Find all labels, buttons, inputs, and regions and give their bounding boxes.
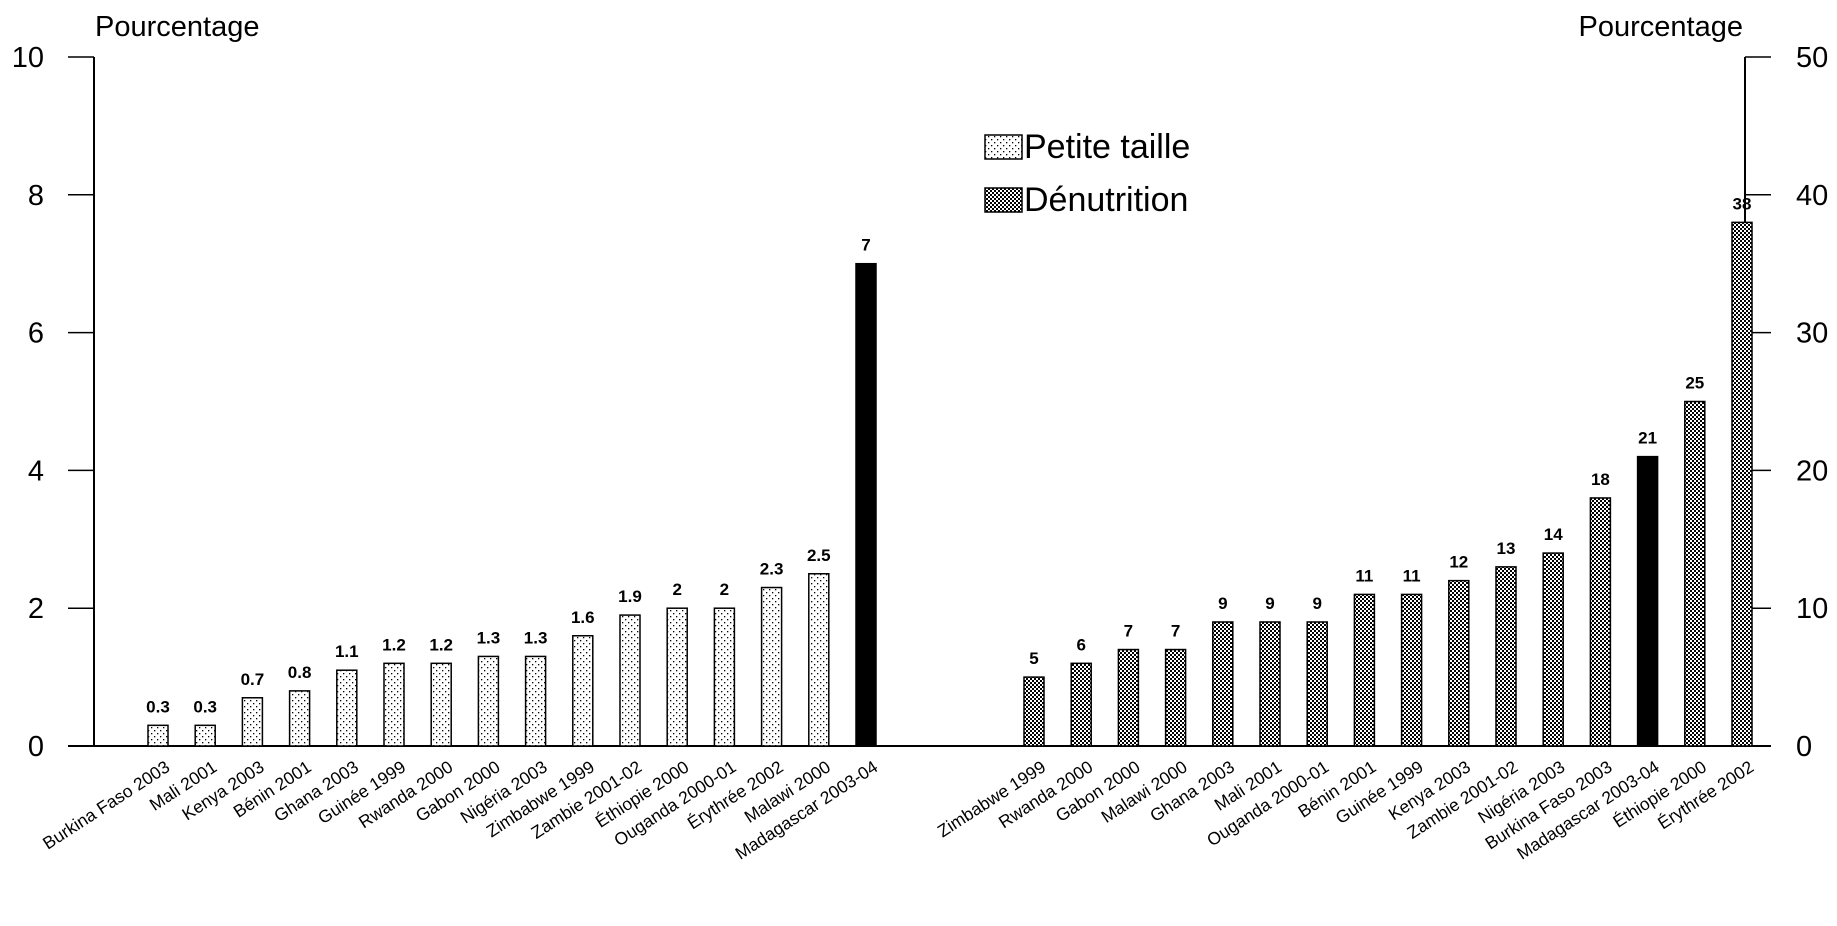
bar — [336, 669, 358, 747]
bar-value-label: 25 — [1685, 374, 1704, 393]
bar — [1400, 593, 1423, 747]
bar-value-label: 11 — [1355, 566, 1373, 585]
bar — [1731, 221, 1753, 747]
bar — [1589, 497, 1612, 747]
bar — [713, 607, 736, 747]
bar-value-label: 1.1 — [335, 642, 359, 661]
bar — [1259, 621, 1281, 747]
bar — [1070, 662, 1092, 747]
right-tick-label: 50 — [1796, 42, 1828, 74]
bar — [572, 635, 594, 747]
bar — [666, 607, 688, 747]
bar-value-label: 13 — [1497, 539, 1516, 558]
bar-value-label: 1.2 — [429, 635, 453, 654]
bar — [1353, 593, 1376, 747]
bar-value-label: 1.3 — [524, 628, 548, 647]
legend-swatch-denutrition — [984, 187, 1023, 213]
bar-value-label: 7 — [1171, 622, 1180, 641]
left-tick-label: 2 — [28, 593, 44, 625]
bar-value-label: 21 — [1638, 429, 1657, 448]
right-tick-label: 10 — [1796, 593, 1828, 625]
right-tick-label: 30 — [1796, 318, 1828, 350]
bar — [1117, 648, 1140, 747]
bar — [1684, 400, 1706, 747]
bar — [524, 655, 547, 747]
bar-value-label: 1.6 — [571, 608, 595, 627]
legend-label-denutrition: Dénutrition — [1024, 181, 1188, 219]
bar-value-label: 14 — [1544, 525, 1563, 544]
data-labels: 0.3 0.3 0.7 0.8 1.1 1.2 1.2 1.3 1.3 1.6 1.9 2 2 2.3 2.… — [146, 194, 1751, 716]
legend-label-petite-taille: Petite taille — [1024, 128, 1190, 166]
bar-value-label: 0.3 — [193, 697, 217, 716]
bars — [147, 221, 1753, 747]
bar-value-label: 7 — [1124, 622, 1133, 641]
bar-value-label: 2.5 — [807, 546, 831, 565]
bar-value-label: 11 — [1403, 566, 1421, 585]
bar-value-label: 12 — [1449, 553, 1468, 572]
bar — [808, 573, 830, 747]
bar — [855, 262, 877, 747]
bar-value-label: 38 — [1733, 194, 1752, 213]
right-tick-label: 0 — [1796, 731, 1812, 763]
bar — [288, 690, 311, 747]
left-tick-label: 10 — [12, 42, 44, 74]
left-tick-label: 6 — [28, 318, 44, 350]
legend: Petite taille Dénutrition — [984, 128, 1190, 219]
right-tick-label: 40 — [1796, 180, 1828, 212]
bar — [383, 662, 405, 747]
bar — [1212, 621, 1234, 747]
bar — [1542, 552, 1564, 747]
bar-value-label: 9 — [1265, 594, 1274, 613]
bar — [1306, 621, 1328, 747]
bar-value-label: 9 — [1218, 594, 1227, 613]
legend-swatch-petite-taille — [984, 134, 1023, 160]
bar-value-label: 2.3 — [760, 560, 784, 579]
bar-value-label: 0.7 — [241, 670, 265, 689]
left-tick-label: 0 — [28, 731, 44, 763]
left-tick-label: 8 — [28, 180, 44, 212]
bar-value-label: 2 — [672, 580, 681, 599]
bar — [194, 724, 216, 747]
bar — [1448, 579, 1470, 747]
bar — [1023, 676, 1045, 747]
bar-value-label: 2 — [720, 580, 729, 599]
bar — [1164, 648, 1187, 747]
bar — [477, 655, 500, 747]
bar-value-label: 0.3 — [146, 697, 170, 716]
bar — [241, 697, 264, 747]
bar-value-label: 0.8 — [288, 663, 312, 682]
bar — [760, 586, 783, 747]
bar — [1636, 455, 1659, 747]
left-axis-title: Pourcentage — [95, 11, 259, 43]
right-axis-title: Pourcentage — [1579, 11, 1743, 43]
bar — [1495, 566, 1517, 747]
bar-value-label: 1.2 — [382, 635, 406, 654]
left-tick-label: 4 — [28, 455, 44, 487]
bar-value-label: 5 — [1029, 649, 1038, 668]
bar — [430, 662, 452, 747]
bar — [147, 724, 169, 747]
bar — [619, 614, 641, 747]
right-tick-label: 20 — [1796, 455, 1828, 487]
bar-value-label: 1.9 — [618, 587, 642, 606]
bar-value-label: 9 — [1312, 594, 1321, 613]
bar-value-label: 6 — [1076, 635, 1085, 654]
bar-value-label: 7 — [861, 236, 870, 255]
bar-value-label: 1.3 — [477, 628, 501, 647]
bar-value-label: 18 — [1591, 470, 1610, 489]
